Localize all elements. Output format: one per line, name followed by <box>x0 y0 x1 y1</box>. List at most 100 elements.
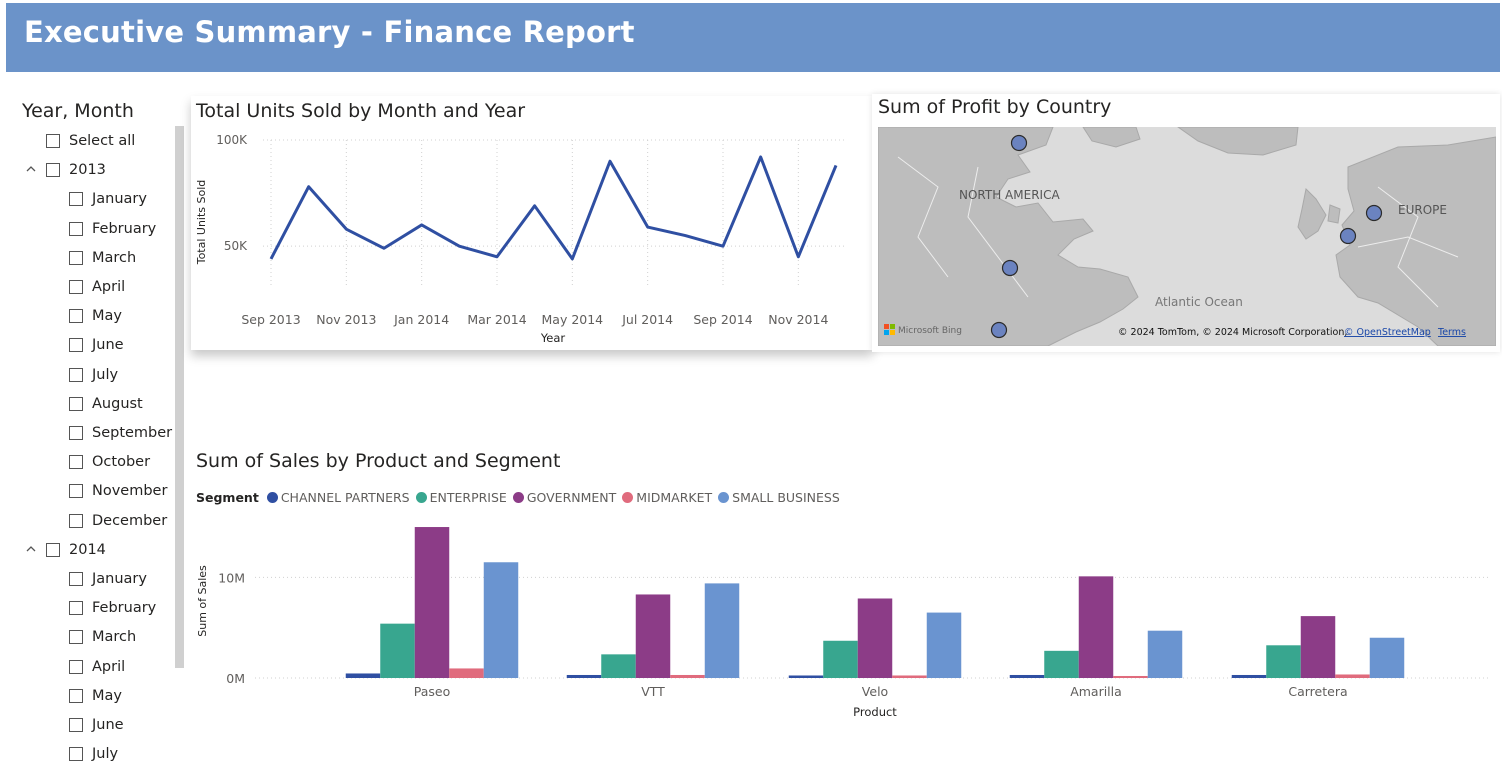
bar-vtt-enterprise[interactable] <box>601 654 636 678</box>
line-point[interactable] <box>794 253 802 261</box>
line-point[interactable] <box>568 255 576 263</box>
legend-item[interactable]: GOVERNMENT <box>512 490 616 505</box>
profit-bubble[interactable] <box>1365 204 1383 222</box>
chevron-up-icon[interactable] <box>24 542 38 556</box>
line-point[interactable] <box>493 253 501 261</box>
slicer-year-2014[interactable]: 2014 <box>26 539 106 561</box>
slicer-month-march[interactable]: March <box>69 626 136 648</box>
terms-link[interactable]: Terms <box>1437 327 1466 338</box>
osm-link[interactable]: © OpenStreetMap <box>1344 327 1431 338</box>
bar-carretera-small-business[interactable] <box>1369 637 1405 678</box>
slicer-year-2013[interactable]: 2013 <box>26 159 106 181</box>
slicer-month-january[interactable]: January <box>69 568 147 590</box>
slicer-month-june[interactable]: June <box>69 334 124 356</box>
bar-velo-small-business[interactable] <box>926 612 962 678</box>
bar-velo-enterprise[interactable] <box>823 640 858 678</box>
bar-paseo-government[interactable] <box>414 527 450 678</box>
profit-bubble[interactable] <box>1339 227 1357 245</box>
slicer-month-august[interactable]: August <box>69 393 143 415</box>
line-point[interactable] <box>267 255 275 263</box>
slicer-month-november[interactable]: November <box>69 480 167 502</box>
legend-item[interactable]: SMALL BUSINESS <box>718 490 840 505</box>
bar-carretera-government[interactable] <box>1300 616 1336 678</box>
chevron-up-icon[interactable] <box>24 162 38 176</box>
bar-amarilla-midmarket[interactable] <box>1113 675 1148 678</box>
slicer-scrollbar[interactable] <box>175 126 184 668</box>
bar-velo-government[interactable] <box>857 598 893 678</box>
checkbox[interactable] <box>69 280 83 294</box>
bar-carretera-channel-partners[interactable] <box>1231 674 1267 678</box>
bar-vtt-government[interactable] <box>635 594 671 678</box>
bar-amarilla-government[interactable] <box>1078 576 1114 678</box>
slicer-month-may[interactable]: May <box>69 685 122 707</box>
checkbox[interactable] <box>69 660 83 674</box>
checkbox[interactable] <box>69 572 83 586</box>
bar-vtt-channel-partners[interactable] <box>566 674 602 678</box>
line-point[interactable] <box>681 232 689 240</box>
slicer-month-october[interactable]: October <box>69 451 150 473</box>
bar-paseo-enterprise[interactable] <box>380 623 415 678</box>
bar-carretera-enterprise[interactable] <box>1266 645 1301 678</box>
checkbox[interactable] <box>69 426 83 440</box>
checkbox[interactable] <box>69 251 83 265</box>
bar-velo-channel-partners[interactable] <box>788 675 824 678</box>
slicer-month-july[interactable]: July <box>69 743 118 765</box>
bar-vtt-midmarket[interactable] <box>670 674 705 678</box>
year-month-slicer[interactable]: Year, Month Select all 2013 January Februar… <box>14 96 188 772</box>
units-sold-line-chart[interactable]: Total Units Sold by Month and Year 100K 5… <box>191 96 873 350</box>
profit-bubble[interactable] <box>1010 134 1028 152</box>
line-point[interactable] <box>455 242 463 250</box>
profit-map[interactable]: Sum of Profit by Country NORTH AMERICA E… <box>872 94 1500 352</box>
line-point[interactable] <box>418 221 426 229</box>
slicer-month-april[interactable]: April <box>69 276 125 298</box>
checkbox[interactable] <box>69 630 83 644</box>
map-canvas[interactable]: NORTH AMERICA EUROPE Atlantic Ocean Micr… <box>878 127 1496 346</box>
slicer-month-february[interactable]: February <box>69 218 156 240</box>
bar-paseo-channel-partners[interactable] <box>345 673 381 678</box>
bar-amarilla-small-business[interactable] <box>1147 630 1183 678</box>
slicer-select-all[interactable]: Select all <box>46 130 135 152</box>
checkbox[interactable] <box>69 368 83 382</box>
bar-paseo-midmarket[interactable] <box>449 668 484 678</box>
line-point[interactable] <box>757 153 765 161</box>
units-sold-line[interactable] <box>269 155 838 261</box>
slicer-month-january[interactable]: January <box>69 188 147 210</box>
checkbox[interactable] <box>69 689 83 703</box>
slicer-month-december[interactable]: December <box>69 510 167 532</box>
checkbox[interactable] <box>46 163 60 177</box>
slicer-month-september[interactable]: September <box>69 422 172 444</box>
line-point[interactable] <box>531 202 539 210</box>
legend-item[interactable]: ENTERPRISE <box>415 490 507 505</box>
bar-amarilla-channel-partners[interactable] <box>1009 674 1045 678</box>
checkbox[interactable] <box>69 718 83 732</box>
checkbox[interactable] <box>69 484 83 498</box>
slicer-month-march[interactable]: March <box>69 247 136 269</box>
bar-amarilla-enterprise[interactable] <box>1044 650 1079 678</box>
line-point[interactable] <box>606 157 614 165</box>
slicer-month-may[interactable]: May <box>69 305 122 327</box>
checkbox[interactable] <box>69 747 83 761</box>
bar-velo-midmarket[interactable] <box>892 675 927 678</box>
legend-item[interactable]: CHANNEL PARTNERS <box>266 490 410 505</box>
checkbox[interactable] <box>46 134 60 148</box>
checkbox[interactable] <box>69 397 83 411</box>
checkbox[interactable] <box>69 192 83 206</box>
line-point[interactable] <box>719 242 727 250</box>
checkbox[interactable] <box>46 543 60 557</box>
slicer-month-april[interactable]: April <box>69 656 125 678</box>
checkbox[interactable] <box>69 338 83 352</box>
checkbox[interactable] <box>69 309 83 323</box>
bar-carretera-midmarket[interactable] <box>1335 674 1370 678</box>
profit-bubble[interactable] <box>1001 259 1019 277</box>
line-point[interactable] <box>832 161 840 169</box>
sales-bar-chart[interactable]: Sum of Sales by Product and Segment Segm… <box>191 446 1500 772</box>
slicer-month-july[interactable]: July <box>69 364 118 386</box>
line-point[interactable] <box>644 223 652 231</box>
checkbox[interactable] <box>69 222 83 236</box>
line-point[interactable] <box>305 183 313 191</box>
bar-vtt-small-business[interactable] <box>704 583 740 678</box>
slicer-month-february[interactable]: February <box>69 597 156 619</box>
legend-item[interactable]: MIDMARKET <box>622 490 712 505</box>
checkbox[interactable] <box>69 601 83 615</box>
line-point[interactable] <box>342 225 350 233</box>
